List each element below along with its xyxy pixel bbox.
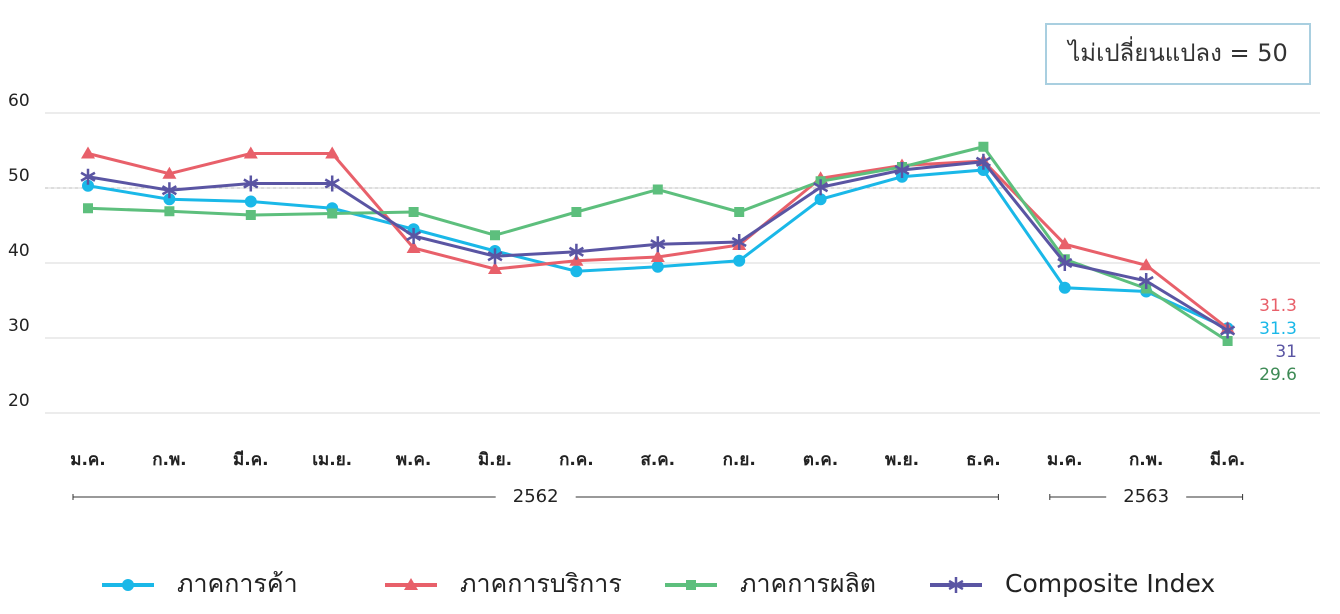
marker <box>164 206 175 217</box>
legend-label: ภาคการบริการ <box>460 569 622 598</box>
marker <box>731 234 747 250</box>
marker <box>243 175 259 192</box>
marker <box>570 265 583 278</box>
marker <box>978 141 989 152</box>
legend-marker <box>948 577 964 593</box>
legend-marker <box>404 578 418 590</box>
x-tick-label: มิ.ย. <box>478 450 512 470</box>
y-tick-label: 20 <box>8 391 30 411</box>
marker <box>406 241 421 253</box>
marker <box>975 153 991 170</box>
marker <box>813 179 829 196</box>
marker <box>1057 255 1073 271</box>
group-label: 2563 <box>1123 486 1169 507</box>
marker <box>650 250 665 262</box>
y-tick-label: 40 <box>8 241 30 261</box>
marker <box>327 208 338 219</box>
x-tick-label: ม.ค. <box>1047 450 1083 470</box>
x-tick-label: ส.ค. <box>640 450 675 470</box>
group-label: 2562 <box>513 486 559 507</box>
x-tick-label: ก.ค. <box>559 450 594 470</box>
marker <box>733 254 746 267</box>
marker <box>488 262 502 274</box>
marker <box>652 184 663 195</box>
marker <box>162 166 177 179</box>
marker <box>82 179 94 192</box>
marker <box>1058 281 1071 294</box>
marker <box>408 207 419 217</box>
marker <box>243 146 258 159</box>
marker <box>487 248 503 265</box>
marker <box>894 162 910 178</box>
marker <box>1057 237 1072 250</box>
legend-label: ภาคการผลิต <box>740 569 876 598</box>
value-label: 31.3 <box>1259 296 1297 316</box>
marker <box>83 203 93 214</box>
x-tick-label: ต.ค. <box>803 450 838 470</box>
marker <box>161 182 177 199</box>
x-tick-label: มี.ค. <box>1210 449 1246 470</box>
x-tick-label: ก.พ. <box>1129 450 1163 470</box>
marker <box>1222 336 1233 346</box>
marker <box>80 168 96 185</box>
x-tick-label: มี.ค. <box>233 449 269 470</box>
marker <box>650 236 666 253</box>
legend-marker <box>686 580 696 590</box>
marker <box>163 193 176 206</box>
marker <box>490 230 500 241</box>
x-tick-label: พ.ย. <box>885 450 919 470</box>
marker <box>244 195 257 208</box>
marker <box>568 243 584 260</box>
legend-marker <box>122 579 134 591</box>
y-tick-label: 30 <box>8 316 30 336</box>
marker <box>406 228 422 244</box>
reference-label: ไม่เปลี่ยนแปลง = 50 <box>1066 36 1288 67</box>
value-label: 31 <box>1275 342 1297 362</box>
x-tick-label: เม.ย. <box>312 450 352 470</box>
y-tick-label: 50 <box>8 166 30 186</box>
marker <box>81 146 95 159</box>
marker <box>651 260 664 273</box>
marker <box>245 210 256 220</box>
x-tick-label: ก.พ. <box>152 450 186 470</box>
marker <box>324 175 340 192</box>
marker <box>814 193 827 206</box>
marker <box>734 207 745 217</box>
value-label: 31.3 <box>1259 319 1297 339</box>
legend-label: ภาคการค้า <box>177 569 298 598</box>
marker <box>325 146 340 159</box>
marker <box>1220 322 1236 339</box>
x-tick-label: ก.ย. <box>723 450 756 470</box>
x-tick-label: พ.ค. <box>396 450 432 470</box>
x-tick-label: ธ.ค. <box>966 450 1001 470</box>
x-tick-label: ม.ค. <box>70 450 106 470</box>
reference-box <box>1045 23 1311 85</box>
value-label: 29.6 <box>1259 365 1297 385</box>
marker <box>1139 258 1154 271</box>
y-tick-label: 60 <box>8 91 30 111</box>
marker <box>1138 273 1154 289</box>
legend-label: Composite Index <box>1005 569 1215 598</box>
marker <box>571 207 582 217</box>
